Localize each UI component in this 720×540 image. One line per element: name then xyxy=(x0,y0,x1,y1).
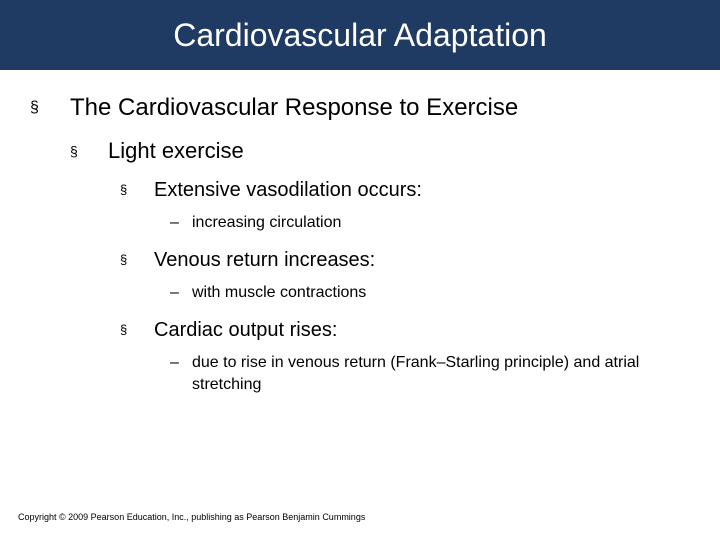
level2-text: Light exercise xyxy=(108,138,244,164)
bullet-glyph: – xyxy=(170,352,192,396)
bullet-glyph: § xyxy=(30,94,70,122)
level3-text: Extensive vasodilation occurs: xyxy=(154,178,422,202)
bullet-glyph: – xyxy=(170,282,192,304)
slide-content: § The Cardiovascular Response to Exercis… xyxy=(0,70,720,396)
bullet-level4: – with muscle contractions xyxy=(170,282,690,304)
level4-text: increasing circulation xyxy=(192,212,341,234)
level4-text: due to rise in venous return (Frank–Star… xyxy=(192,352,652,396)
bullet-glyph: § xyxy=(120,318,154,342)
bullet-level2: § Light exercise xyxy=(70,138,690,164)
bullet-glyph: § xyxy=(120,248,154,272)
slide-title: Cardiovascular Adaptation xyxy=(173,17,547,54)
bullet-level3: § Venous return increases: xyxy=(120,248,690,272)
bullet-level3: § Cardiac output rises: xyxy=(120,318,690,342)
level4-text: with muscle contractions xyxy=(192,282,366,304)
bullet-level4: – due to rise in venous return (Frank–St… xyxy=(170,352,690,396)
bullet-level1: § The Cardiovascular Response to Exercis… xyxy=(30,94,690,122)
copyright-text: Copyright © 2009 Pearson Education, Inc.… xyxy=(18,512,365,522)
bullet-glyph: § xyxy=(120,178,154,202)
bullet-level4: – increasing circulation xyxy=(170,212,690,234)
bullet-glyph: § xyxy=(70,138,108,164)
level1-text: The Cardiovascular Response to Exercise xyxy=(70,94,518,122)
bullet-glyph: – xyxy=(170,212,192,234)
level3-text: Cardiac output rises: xyxy=(154,318,337,342)
level3-text: Venous return increases: xyxy=(154,248,375,272)
bullet-level3: § Extensive vasodilation occurs: xyxy=(120,178,690,202)
title-bar: Cardiovascular Adaptation xyxy=(0,0,720,70)
